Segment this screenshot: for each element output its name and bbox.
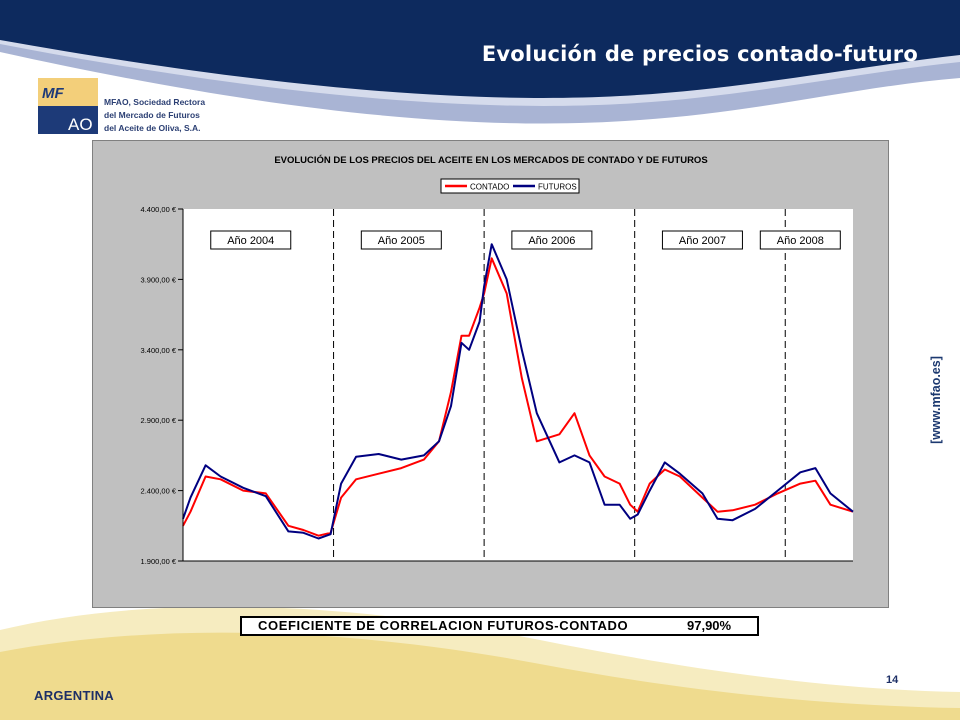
year-label-box [210, 230, 292, 250]
series-line-contado [182, 257, 854, 537]
legend-label-contado: CONTADO [470, 183, 509, 192]
year-label-box [360, 230, 442, 250]
page-number: 14 [886, 674, 899, 686]
year-label-box [661, 230, 743, 250]
y-tick-label: 2.400,00 € [141, 487, 177, 496]
logo-text-line1: MFAO, Sociedad Rectora [104, 97, 206, 107]
logo-mark-top: MF [42, 85, 64, 102]
logo-text-line3: del Aceite de Oliva, S.A. [104, 123, 201, 133]
y-tick-label: 3.900,00 € [141, 275, 177, 284]
year-label-box [511, 230, 593, 250]
mfao-logo: MF AO [38, 78, 98, 134]
logo-mark-bottom: AO [68, 115, 93, 134]
website-url: [www.mfao.es] [929, 356, 943, 444]
chart-container: EVOLUCIÓN DE LOS PRECIOS DEL ACEITE EN L… [92, 140, 889, 608]
logo-bottom-panel [38, 106, 98, 134]
year-label: Año 2004 [227, 235, 274, 247]
y-tick-label: 3.400,00 € [141, 346, 177, 355]
series-line-futuros [182, 243, 854, 540]
year-label-box [759, 230, 841, 250]
y-axis: 4.400,00 € 3.900,00 € 3.400,00 € 2.900,00 €… [141, 205, 853, 566]
correlation-label: COEFICIENTE DE CORRELACION FUTUROS-CONTA… [258, 618, 629, 633]
logo-top-panel [38, 78, 98, 106]
price-chart: EVOLUCIÓN DE LOS PRECIOS DEL ACEITE EN L… [141, 154, 854, 566]
header-navy [0, 0, 960, 98]
year-label: Año 2007 [679, 235, 726, 247]
y-tick-label: 4.400,00 € [141, 205, 177, 214]
chart-title: EVOLUCIÓN DE LOS PRECIOS DEL ACEITE EN L… [274, 154, 707, 166]
logo-company-name: MFAO, Sociedad Rectora del Mercado de Fu… [104, 96, 205, 135]
y-tick-label: 1.900,00 € [141, 557, 177, 566]
year-labels: Año 2004 Año 2005 Año 2006 Año 2007 Año 2008 [210, 230, 841, 250]
correlation-box: COEFICIENTE DE CORRELACION FUTUROS-CONTA… [240, 616, 759, 636]
plot-area [183, 209, 853, 561]
series-lines [182, 243, 854, 540]
legend-box [440, 178, 580, 194]
correlation-value: 97,90% [687, 618, 732, 633]
year-label: Año 2008 [777, 235, 824, 247]
slide-title: Evolución de precios contado-futuro [481, 42, 918, 66]
country-label: ARGENTINA [34, 688, 114, 703]
year-label: Año 2005 [378, 235, 425, 247]
footer-wave-dark [0, 632, 960, 720]
y-tick-label: 2.900,00 € [141, 416, 177, 425]
year-label: Año 2006 [528, 235, 575, 247]
year-divider-lines [333, 209, 786, 561]
legend: CONTADO FUTUROS [440, 178, 580, 194]
legend-label-futuros: FUTUROS [538, 183, 577, 192]
logo-text-line2: del Mercado de Futuros [104, 110, 200, 120]
